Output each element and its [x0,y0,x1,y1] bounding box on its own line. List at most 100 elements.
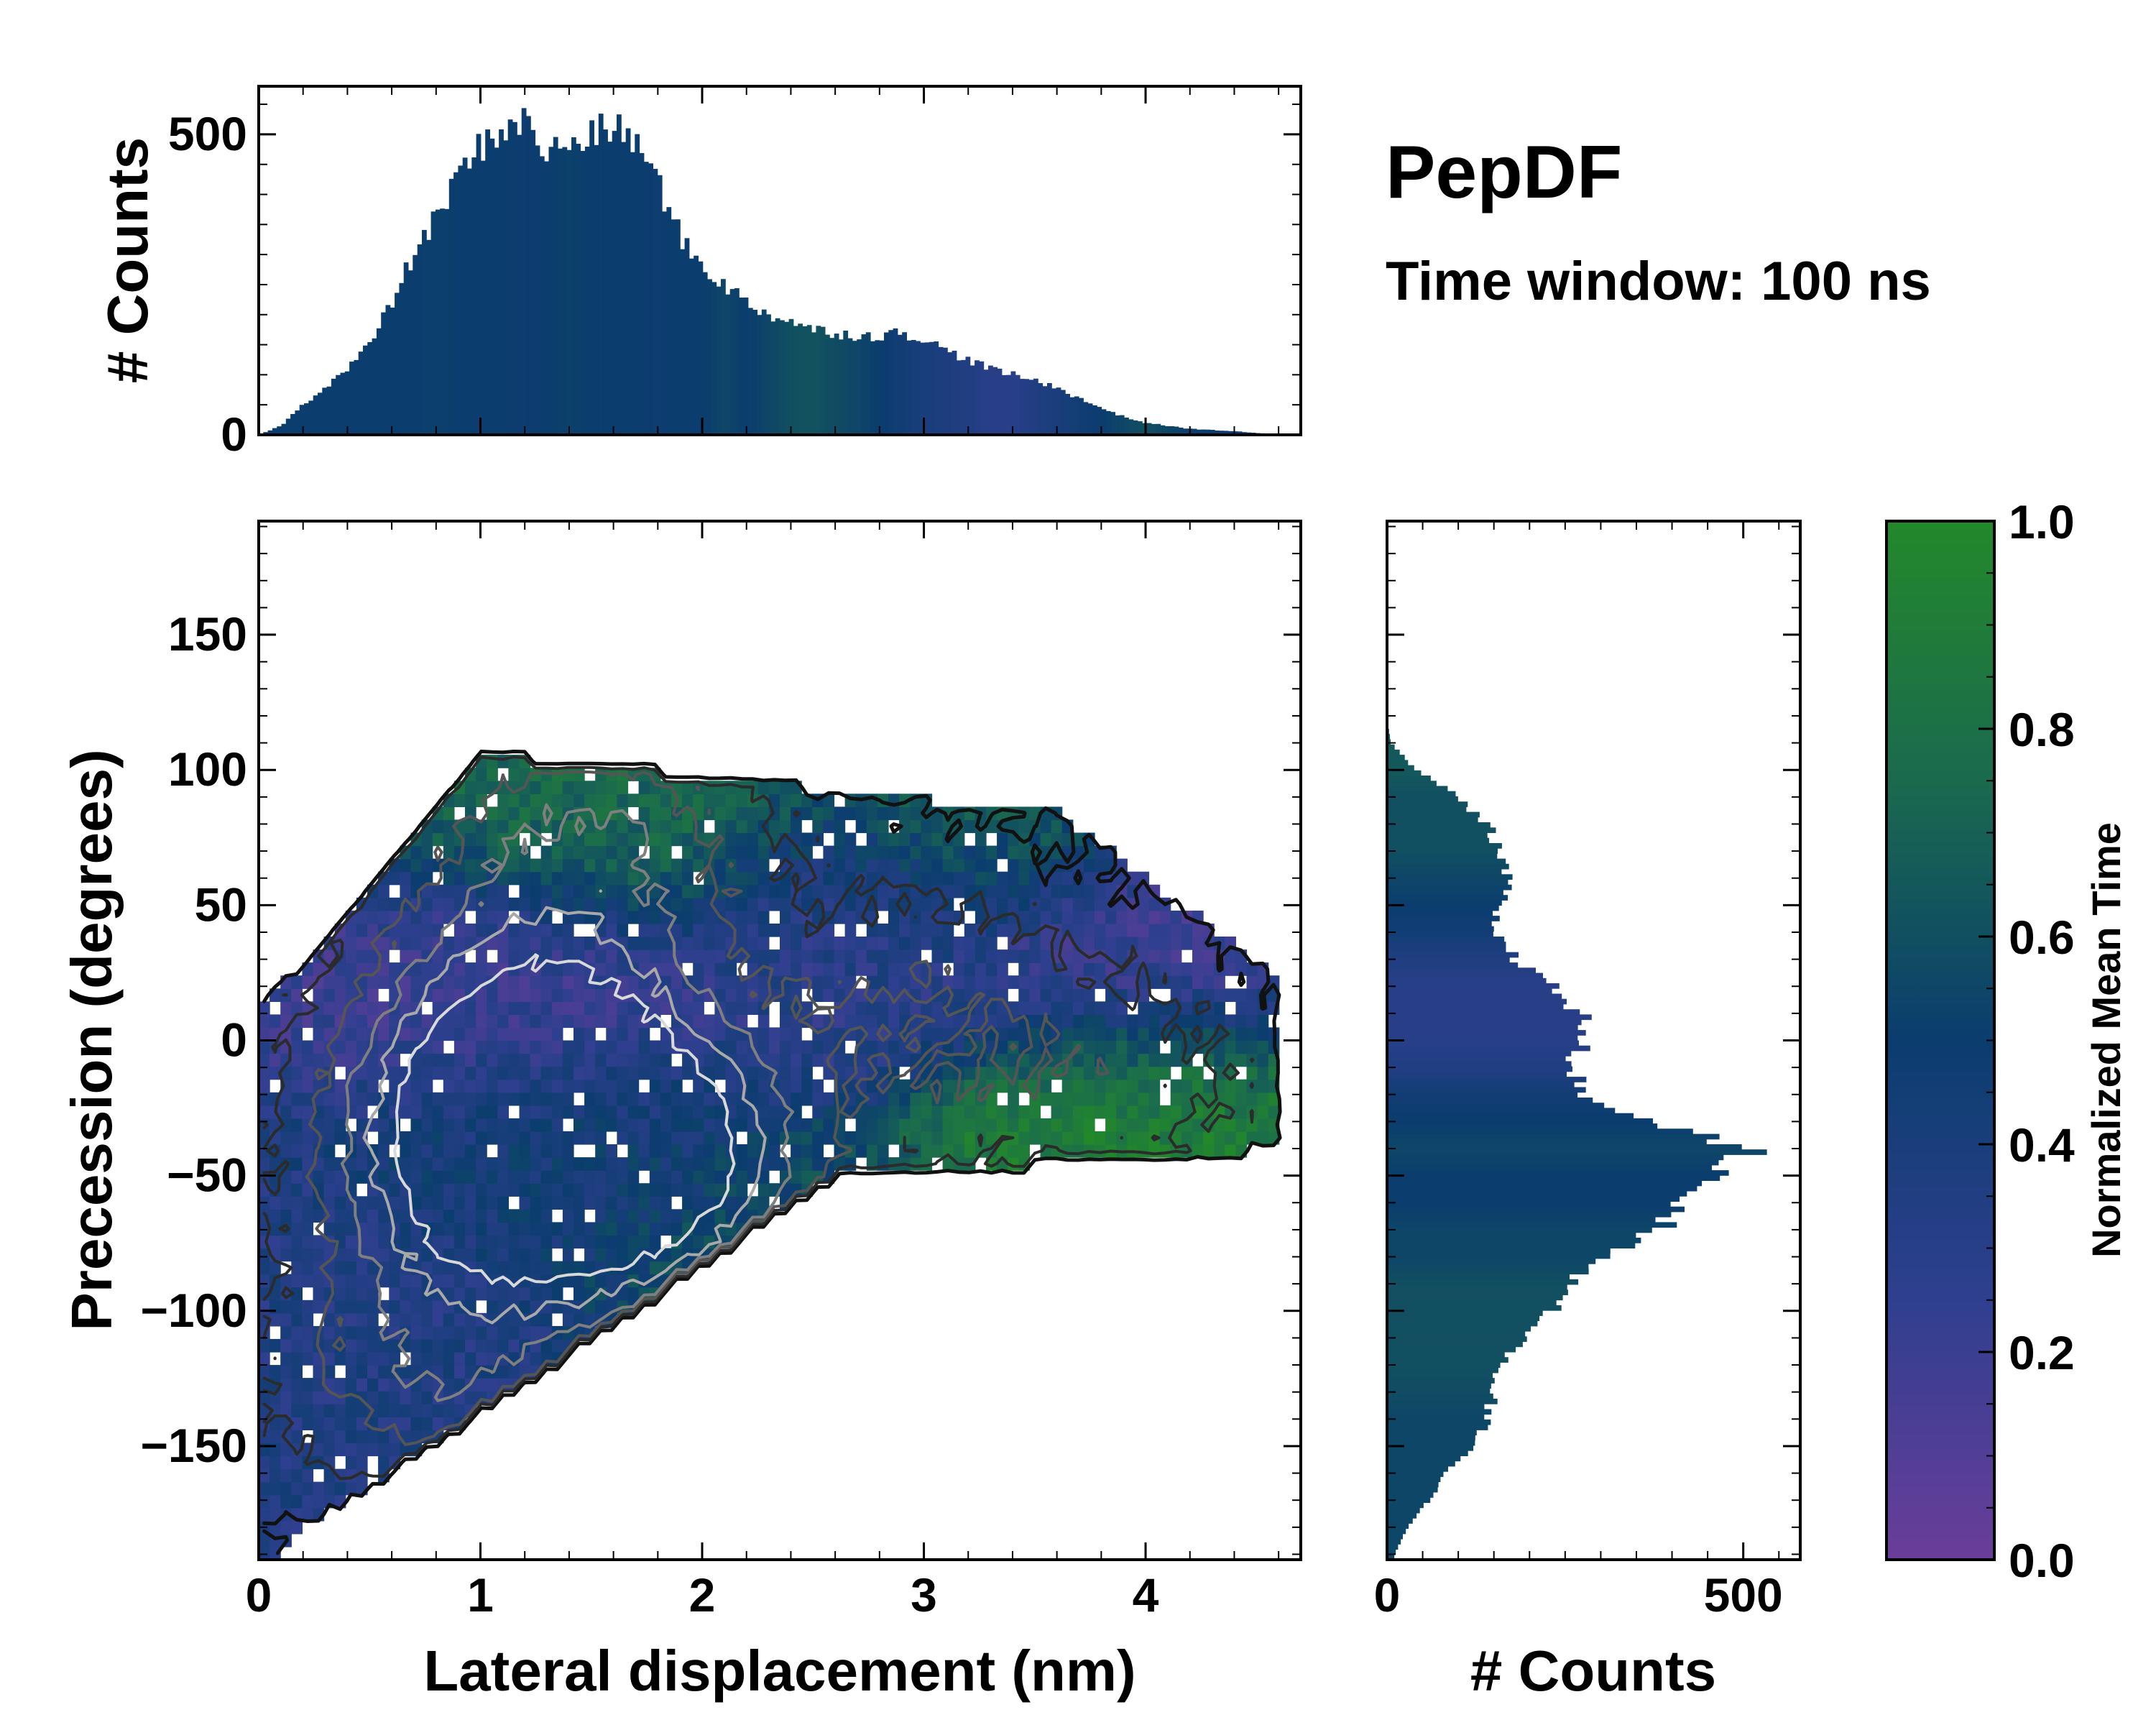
heatmap-cell [682,832,694,847]
heatmap-cell [1127,1079,1138,1093]
heatmap-cell [345,1235,357,1249]
heatmap-cell [432,1365,444,1379]
heatmap-cell [421,1325,433,1340]
heatmap-cell [942,871,954,886]
top-hist-bar [630,152,635,435]
heatmap-cell [888,806,900,821]
heatmap-cell [367,1209,379,1223]
heatmap-cell [986,884,998,898]
heatmap-cell [714,1209,727,1223]
heatmap-cell [334,1027,346,1041]
heatmap-cell [975,1105,987,1119]
heatmap-cell [1170,1079,1182,1093]
heatmap-cell [1257,1027,1269,1041]
heatmap-cell [768,1157,780,1171]
heatmap-cell [443,1325,455,1340]
heatmap-cell [1040,937,1052,950]
top-hist-bar [897,334,903,435]
heatmap-cell [606,794,617,807]
heatmap-cell [1040,819,1052,834]
heatmap-cell [844,962,857,976]
heatmap-cell [465,1235,476,1249]
heatmap-cell [768,923,780,937]
top-hist-bar [775,318,780,435]
heatmap-cell [595,1079,607,1093]
top-hist-bar [558,148,563,435]
heatmap-cell [432,949,444,963]
heatmap-cell [519,1027,531,1041]
heatmap-cell [508,768,520,781]
heatmap-cell [627,832,640,847]
heatmap-cell [671,962,683,976]
heatmap-cell [323,1365,336,1379]
heatmap-cell [453,962,466,976]
heatmap-cell [1225,1053,1236,1067]
top-hist-bar [1237,431,1243,435]
heatmap-cell [540,1261,553,1275]
heatmap-cell [682,1144,694,1158]
heatmap-cell [476,1131,487,1145]
heatmap-cell [453,1235,466,1249]
heatmap-cell [595,845,607,860]
heatmap-cell [866,1105,878,1119]
heatmap-cell [1061,884,1074,898]
heatmap-cell [1072,910,1084,924]
heatmap-cell [508,1248,520,1262]
heatmap-cell [421,975,433,989]
top-hist-bar [403,262,409,435]
heatmap-cell [497,910,509,924]
heatmap-cell [649,871,661,886]
heatmap-cell [714,1183,727,1197]
heatmap-cell [921,1001,933,1015]
heatmap-cell [693,1001,704,1015]
heatmap-cell [584,845,596,860]
heatmap-cell [465,1312,476,1327]
heatmap-cell [649,1157,661,1171]
heatmap-cell [682,949,694,963]
top-hist-bar [385,305,391,435]
heatmap-cell [400,1001,412,1015]
heatmap-cell [617,1053,629,1067]
heatmap-cell [714,819,727,834]
right-hist-bar [1387,1388,1491,1394]
heatmap-cell [584,1053,596,1067]
heatmap-cell [791,806,802,821]
right-hist-bar [1387,1051,1572,1057]
heatmap-cell [302,1105,314,1119]
heatmap-cell [551,988,563,1002]
heatmap-cell [410,1092,423,1106]
heatmap-cell [443,1027,455,1041]
heatmap-cell [877,1092,889,1106]
heatmap-cell [400,1365,412,1379]
heatmap-cell [487,1066,498,1080]
heatmap-cell [378,937,390,950]
heatmap-cell [259,1066,270,1080]
heatmap-cell [638,1053,650,1067]
heatmap-cell [617,1092,629,1106]
heatmap-cell [660,1092,672,1106]
heatmap-cell [1095,897,1106,911]
heatmap-cell [291,1481,303,1496]
right-hist-bar [1387,1528,1406,1535]
top-hist-bar [553,137,558,435]
heatmap-cell [877,962,889,976]
heatmap-cell [617,832,629,847]
heatmap-cell [487,806,498,821]
heatmap-cell [432,1118,444,1132]
heatmap-cell [389,1312,400,1327]
heatmap-cell [259,1079,270,1093]
heatmap-cell [323,1131,336,1145]
heatmap-cell [551,1066,563,1080]
top-hist-bar [865,332,871,435]
top-hist-bar [739,298,745,435]
right-hist-bar [1387,1460,1455,1467]
heatmap-cell [400,845,412,860]
right-hist-bar [1387,1087,1586,1093]
heatmap-cell [453,1209,466,1223]
heatmap-cell [671,819,683,834]
top-hist-bar [395,293,400,435]
heatmap-cell [519,975,531,989]
heatmap-cell [714,1053,727,1067]
heatmap-cell [1040,1079,1052,1093]
heatmap-cell [400,949,412,963]
